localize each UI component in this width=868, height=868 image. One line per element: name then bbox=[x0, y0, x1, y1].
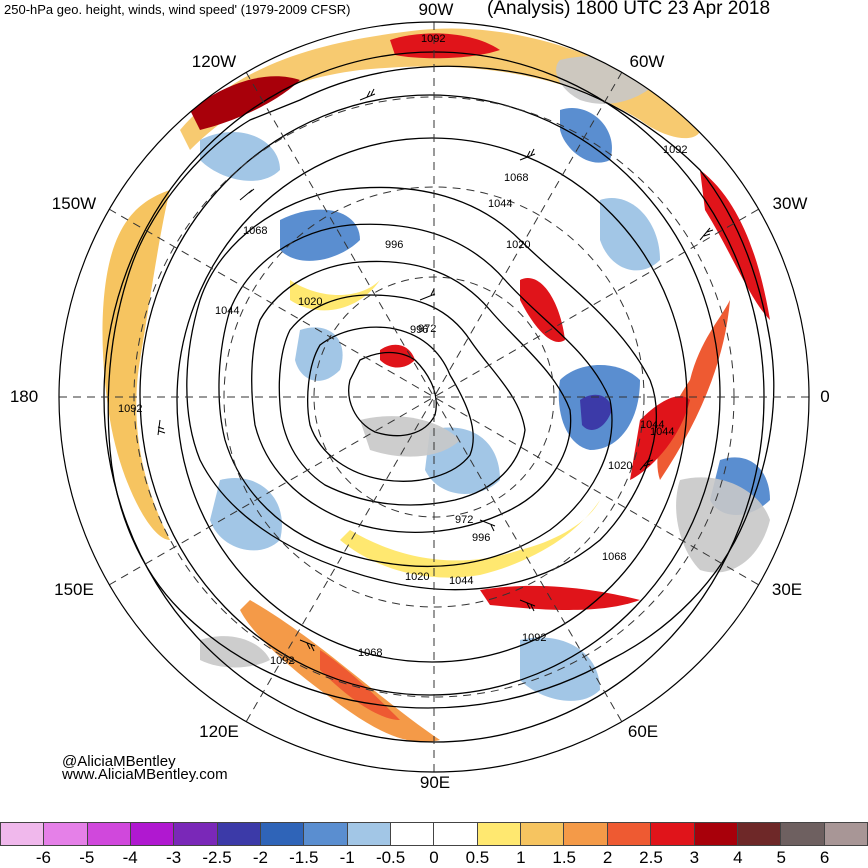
lon-label-120w: 120W bbox=[191, 52, 237, 71]
colorbar-swatch bbox=[87, 822, 132, 846]
colorbar-tick-label: 3 bbox=[689, 848, 700, 867]
colorbar-tick-label: 2.5 bbox=[639, 848, 663, 867]
credit-website: www.AliciaMBentley.com bbox=[62, 766, 228, 783]
colorbar-swatch bbox=[607, 822, 652, 846]
colorbar-tick-label: -6 bbox=[35, 848, 51, 867]
lon-label-30e: 30E bbox=[771, 580, 803, 599]
lon-label-90e: 90E bbox=[419, 773, 451, 792]
map-subtitle: 250-hPa geo. height, winds, wind speed' … bbox=[4, 2, 351, 17]
contour-label: 1044 bbox=[488, 198, 512, 210]
colorbar-swatch bbox=[737, 822, 782, 846]
colorbar-tick-label: 1.5 bbox=[552, 848, 577, 867]
colorbar-tick-label: 1 bbox=[516, 848, 526, 867]
colorbar-swatch bbox=[391, 822, 435, 846]
wind-barbs bbox=[157, 88, 714, 652]
contour-label: 1020 bbox=[405, 571, 429, 583]
colorbar-swatch bbox=[347, 822, 392, 846]
map-title: (Analysis) 1800 UTC 23 Apr 2018 bbox=[487, 0, 771, 19]
colorbar-swatch bbox=[781, 822, 825, 846]
contour-label: 1044 bbox=[215, 305, 239, 317]
colorbar-tick-label: -2.5 bbox=[202, 848, 232, 867]
colorbar-swatch bbox=[824, 822, 868, 846]
colorbar-swatch bbox=[521, 822, 565, 846]
colorbar-swatch bbox=[564, 822, 608, 846]
colorbar-tick-label: 4 bbox=[733, 848, 743, 867]
colorbar-swatch bbox=[0, 822, 45, 846]
colorbar-tick-label: 0.5 bbox=[465, 848, 490, 867]
lat-lon-grid bbox=[59, 22, 809, 772]
colorbar-swatch bbox=[304, 822, 348, 846]
lon-label-150w: 150W bbox=[51, 194, 97, 213]
colorbar-swatch bbox=[694, 822, 738, 846]
contour-label: 1092 bbox=[522, 632, 546, 644]
lon-label-120e: 120E bbox=[199, 722, 239, 741]
colorbar bbox=[0, 822, 868, 846]
geopotential-height-contours bbox=[103, 51, 775, 743]
contour-label: 1068 bbox=[243, 225, 267, 237]
colorbar-tick-label: -1 bbox=[339, 848, 355, 867]
colorbar-tick-label: -2 bbox=[252, 848, 268, 867]
contour-label: 1092 bbox=[118, 403, 142, 415]
contour-label: 1092 bbox=[421, 33, 445, 45]
lon-label-30w: 30W bbox=[772, 194, 808, 213]
lon-label-60e: 60E bbox=[627, 722, 659, 741]
colorbar-tick-label: -4 bbox=[122, 848, 138, 867]
contour-label: 1044 bbox=[640, 419, 664, 431]
colorbar-tick-label: 5 bbox=[776, 848, 786, 867]
contour-label: 972 bbox=[418, 323, 436, 335]
colorbar-swatch bbox=[217, 822, 262, 846]
colorbar-tick-label: -1.5 bbox=[289, 848, 319, 867]
lon-label-90w: 90W bbox=[418, 0, 454, 19]
contour-label: 1092 bbox=[270, 655, 294, 667]
contour-label: 1068 bbox=[602, 551, 626, 563]
lon-label-60w: 60W bbox=[629, 52, 665, 71]
contour-label: 996 bbox=[410, 324, 428, 336]
polar-stereographic-map: 1092 1092 1068 1044 1020 996 1068 1044 1… bbox=[58, 21, 810, 773]
colorbar-swatch bbox=[434, 822, 478, 846]
colorbar-swatch bbox=[651, 822, 695, 846]
lon-label-0: 0 bbox=[820, 387, 830, 406]
wind-speed-anomaly-shading bbox=[102, 28, 770, 742]
contour-label: 996 bbox=[385, 239, 403, 251]
contour-label: 1020 bbox=[506, 239, 530, 251]
colorbar-tick-label: -5 bbox=[79, 848, 95, 867]
lon-label-180: 180 bbox=[9, 387, 39, 406]
lon-label-150e: 150E bbox=[54, 580, 94, 599]
colorbar-tick-label: 2 bbox=[602, 848, 613, 867]
contour-label: 1020 bbox=[608, 460, 632, 472]
contour-label: 1068 bbox=[358, 647, 382, 659]
colorbar-tick-label: 0 bbox=[429, 848, 439, 867]
colorbar-swatch bbox=[44, 822, 88, 846]
credit-handle: @AliciaMBentley bbox=[62, 753, 176, 770]
contour-label-group: 1092 1092 1068 1044 1020 996 1068 1044 1… bbox=[118, 33, 687, 667]
contour-label: 1092 bbox=[663, 144, 687, 156]
contour-label: 1044 bbox=[650, 426, 674, 438]
colorbar-swatch bbox=[131, 822, 175, 846]
contour-label: 972 bbox=[455, 514, 473, 526]
colorbar-swatch bbox=[261, 822, 305, 846]
colorbar-tick-label: 6 bbox=[819, 848, 830, 867]
contour-label: 996 bbox=[472, 532, 490, 544]
map-boundary bbox=[58, 21, 810, 773]
contour-label: 1020 bbox=[298, 296, 322, 308]
colorbar-swatch bbox=[477, 822, 522, 846]
colorbar-tick-label: -3 bbox=[166, 848, 182, 867]
colorbar-swatch bbox=[174, 822, 218, 846]
contour-label: 1068 bbox=[504, 172, 528, 184]
contour-label: 1044 bbox=[449, 575, 473, 587]
colorbar-tick-label: -0.5 bbox=[375, 848, 406, 867]
